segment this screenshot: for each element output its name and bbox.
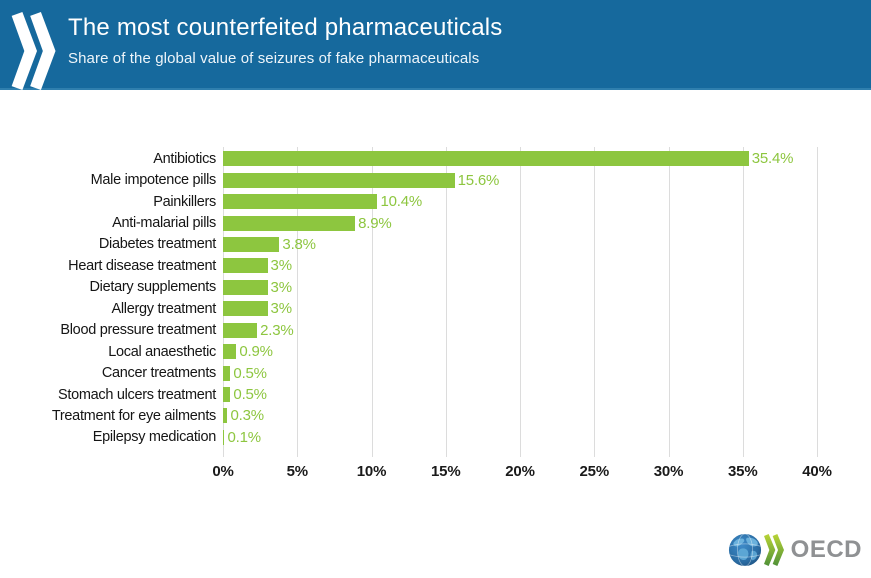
bar xyxy=(223,322,258,338)
value-label: 0.9% xyxy=(239,343,273,361)
chart-row: Diabetes treatment 3.8% xyxy=(0,234,871,255)
bar xyxy=(223,236,280,252)
gridline xyxy=(742,147,744,457)
category-label: Stomach ulcers treatment xyxy=(57,386,216,403)
chart-row: Blood pressure treatment 2.3% xyxy=(0,320,871,341)
category-label: Painkillers xyxy=(153,193,216,210)
category-label: Antibiotics xyxy=(153,150,216,167)
x-tick-label: 20% xyxy=(505,463,535,480)
value-label: 2.3% xyxy=(260,321,294,339)
bar-track: 0.1% xyxy=(223,428,817,446)
bar xyxy=(223,387,231,403)
bar-track: 10.4% xyxy=(223,193,817,211)
category-label: Dietary supplements xyxy=(89,279,217,296)
bar xyxy=(223,408,228,424)
gridline xyxy=(594,147,596,457)
bar-track: 15.6% xyxy=(223,171,817,189)
category-label: Local anaesthetic xyxy=(108,343,216,360)
gridline xyxy=(668,147,670,457)
bar-rows: Antibiotics 35.4% Male impotence pills 15.6… xyxy=(0,147,871,448)
bar xyxy=(223,344,237,360)
gridline xyxy=(445,147,447,457)
value-label: 0.5% xyxy=(233,386,267,404)
bar-track: 8.9% xyxy=(223,214,817,232)
bar-track: 0.5% xyxy=(223,364,817,382)
chart-row: Stomach ulcers treatment 0.5% xyxy=(0,384,871,405)
category-label: Epilepsy medication xyxy=(92,429,217,446)
value-label: 3.8% xyxy=(282,235,316,253)
category-label: Heart disease treatment xyxy=(68,257,216,274)
bar xyxy=(223,279,268,295)
category-label: Treatment for eye ailments xyxy=(51,407,216,424)
value-label: 0.3% xyxy=(230,407,264,425)
category-label: Cancer treatments xyxy=(101,365,216,382)
category-label: Allergy treatment xyxy=(111,300,217,317)
bar xyxy=(223,194,378,210)
bar-track: 0.9% xyxy=(223,343,817,361)
bar xyxy=(223,215,356,231)
bar-track: 35.4% xyxy=(223,150,817,168)
chart-row: Cancer treatments 0.5% xyxy=(0,362,871,383)
oecd-logo-chevrons-icon xyxy=(763,534,784,566)
bar xyxy=(223,429,225,445)
x-tick-label: 0% xyxy=(212,463,234,480)
bar xyxy=(223,172,455,188)
category-label: Blood pressure treatment xyxy=(60,322,216,339)
value-label: 0.5% xyxy=(233,364,267,382)
gridline xyxy=(520,147,521,457)
oecd-logo: OECD xyxy=(728,532,862,568)
bar-track: 3% xyxy=(223,257,817,275)
header-titles: The most counterfeited pharmaceuticals S… xyxy=(68,14,502,67)
oecd-chevrons-icon xyxy=(11,12,56,90)
value-label: 3% xyxy=(270,300,292,318)
chart-row: Male impotence pills 15.6% xyxy=(0,169,871,190)
value-label: 0.1% xyxy=(227,428,261,446)
x-tick-label: 15% xyxy=(431,463,461,480)
bar-chart: Antibiotics 35.4% Male impotence pills 15.6… xyxy=(0,147,871,487)
chart-row: Treatment for eye ailments 0.3% xyxy=(0,405,871,426)
bar-track: 3% xyxy=(223,278,817,296)
chart-row: Allergy treatment 3% xyxy=(0,298,871,319)
chart-row: Epilepsy medication 0.1% xyxy=(0,427,871,448)
category-label: Diabetes treatment xyxy=(98,236,216,253)
x-axis: 0% 5% 10% 15% 20% 25% 30% 35% 40% xyxy=(212,461,832,485)
bar-track: 0.3% xyxy=(223,407,817,425)
gridline xyxy=(817,147,818,457)
value-label: 10.4% xyxy=(380,193,422,211)
chart-row: Anti-malarial pills 8.9% xyxy=(0,212,871,233)
bar xyxy=(223,301,268,317)
page-title: The most counterfeited pharmaceuticals xyxy=(68,14,503,41)
value-label: 15.6% xyxy=(457,171,500,189)
x-tick-label: 5% xyxy=(286,463,308,480)
bar xyxy=(223,365,231,381)
bar-track: 3% xyxy=(223,300,817,318)
page-subtitle: Share of the global value of seizures of… xyxy=(68,49,480,67)
bar-track: 3.8% xyxy=(223,235,817,253)
value-label: 8.9% xyxy=(358,214,392,232)
x-tick-label: 30% xyxy=(653,463,684,480)
bar xyxy=(223,258,268,274)
header-banner: The most counterfeited pharmaceuticals S… xyxy=(0,0,871,90)
bar xyxy=(223,151,749,167)
x-tick-label: 35% xyxy=(728,463,758,480)
value-label: 3% xyxy=(270,278,292,296)
category-label: Male impotence pills xyxy=(90,172,217,189)
globe-icon xyxy=(728,533,761,567)
bar-track: 0.5% xyxy=(223,386,817,404)
chart-row: Dietary supplements 3% xyxy=(0,277,871,298)
chart-row: Local anaesthetic 0.9% xyxy=(0,341,871,362)
category-label: Anti-malarial pills xyxy=(112,215,216,232)
bar-track: 2.3% xyxy=(223,321,817,339)
x-tick-label: 25% xyxy=(579,463,610,480)
chart-row: Heart disease treatment 3% xyxy=(0,255,871,276)
chart-row: Painkillers 10.4% xyxy=(0,191,871,212)
value-label: 3% xyxy=(270,257,292,275)
gridline xyxy=(371,147,373,457)
oecd-logo-text: OECD xyxy=(790,536,862,563)
x-tick-label: 10% xyxy=(356,463,387,480)
value-label: 35.4% xyxy=(751,150,794,168)
gridline xyxy=(297,147,299,457)
chart-row: Antibiotics 35.4% xyxy=(0,148,871,169)
x-tick-label: 40% xyxy=(802,463,832,480)
